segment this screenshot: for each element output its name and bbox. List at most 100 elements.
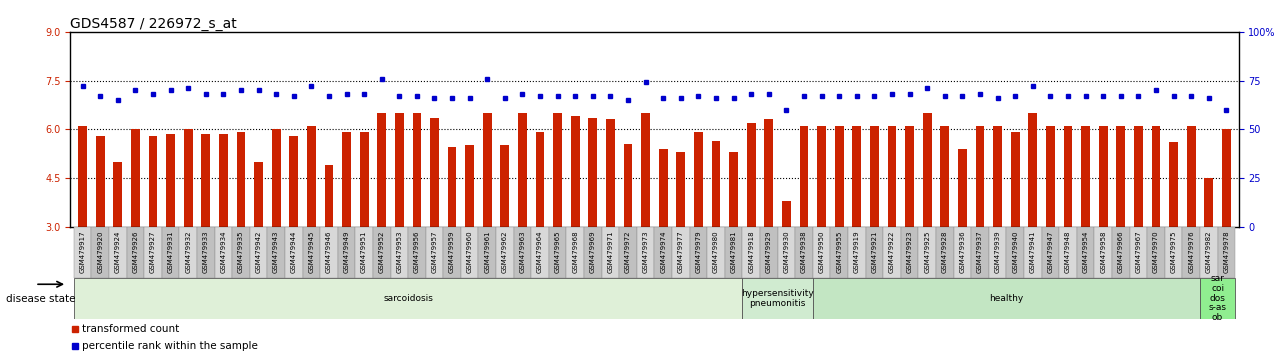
Text: GSM479936: GSM479936 — [959, 231, 965, 273]
Text: GSM479964: GSM479964 — [538, 231, 543, 273]
Bar — [607, 120, 614, 227]
Text: GSM479958: GSM479958 — [1101, 231, 1106, 273]
Text: GSM479917: GSM479917 — [79, 231, 86, 273]
Text: GSM479931: GSM479931 — [167, 231, 174, 273]
Text: GSM479961: GSM479961 — [484, 231, 490, 273]
FancyBboxPatch shape — [443, 227, 461, 278]
Bar — [677, 152, 686, 227]
Bar — [412, 113, 421, 227]
Bar — [395, 113, 404, 227]
Text: GSM479921: GSM479921 — [871, 231, 877, 273]
Text: GSM479963: GSM479963 — [520, 231, 525, 273]
Bar — [747, 123, 756, 227]
Bar — [342, 132, 351, 227]
Text: hypersensitivity
pneumonitis: hypersensitivity pneumonitis — [741, 289, 813, 308]
Text: GSM479973: GSM479973 — [642, 231, 649, 273]
Bar — [535, 132, 544, 227]
Bar — [1204, 178, 1213, 227]
FancyBboxPatch shape — [1112, 227, 1130, 278]
Bar — [940, 126, 949, 227]
FancyBboxPatch shape — [954, 227, 972, 278]
Bar — [571, 116, 580, 227]
FancyBboxPatch shape — [707, 227, 725, 278]
Text: GSM479965: GSM479965 — [554, 231, 561, 273]
Text: GSM479926: GSM479926 — [133, 231, 138, 273]
Text: GSM479923: GSM479923 — [907, 231, 913, 273]
FancyBboxPatch shape — [601, 227, 619, 278]
Bar — [853, 126, 861, 227]
FancyBboxPatch shape — [1200, 227, 1217, 278]
Text: GSM479972: GSM479972 — [624, 231, 631, 273]
Bar — [1152, 126, 1161, 227]
Bar — [623, 144, 632, 227]
FancyBboxPatch shape — [144, 227, 162, 278]
Bar — [148, 136, 157, 227]
Bar — [377, 113, 386, 227]
Bar — [96, 136, 105, 227]
FancyBboxPatch shape — [373, 227, 391, 278]
Text: GSM479922: GSM479922 — [889, 231, 895, 273]
FancyBboxPatch shape — [513, 227, 531, 278]
Bar — [835, 126, 844, 227]
FancyBboxPatch shape — [690, 227, 707, 278]
FancyBboxPatch shape — [567, 227, 584, 278]
Bar — [1134, 126, 1143, 227]
Text: sarcoidosis: sarcoidosis — [383, 294, 433, 303]
Bar — [114, 162, 123, 227]
FancyBboxPatch shape — [126, 227, 144, 278]
Bar — [290, 136, 298, 227]
Bar — [518, 113, 527, 227]
FancyBboxPatch shape — [531, 227, 549, 278]
Text: GSM479943: GSM479943 — [273, 231, 280, 273]
Bar — [483, 113, 492, 227]
Text: GSM479937: GSM479937 — [977, 231, 983, 273]
Bar — [711, 141, 720, 227]
Text: GSM479942: GSM479942 — [255, 231, 262, 273]
Bar — [1116, 126, 1125, 227]
FancyBboxPatch shape — [778, 227, 796, 278]
Bar — [132, 129, 139, 227]
Text: GSM479946: GSM479946 — [326, 231, 332, 273]
Bar — [659, 149, 668, 227]
FancyBboxPatch shape — [1006, 227, 1024, 278]
FancyBboxPatch shape — [409, 227, 425, 278]
Text: GSM479928: GSM479928 — [942, 231, 948, 273]
Text: GSM479969: GSM479969 — [590, 231, 596, 273]
FancyBboxPatch shape — [988, 227, 1006, 278]
Text: disease state: disease state — [6, 294, 75, 304]
Text: GSM479948: GSM479948 — [1065, 231, 1071, 273]
Bar — [729, 152, 738, 227]
Bar — [782, 201, 790, 227]
FancyBboxPatch shape — [285, 227, 303, 278]
Bar — [360, 132, 369, 227]
FancyBboxPatch shape — [848, 227, 866, 278]
FancyBboxPatch shape — [918, 227, 936, 278]
Bar — [1170, 142, 1177, 227]
Text: GSM479924: GSM479924 — [115, 231, 121, 273]
Bar — [888, 126, 896, 227]
Text: GSM479970: GSM479970 — [1153, 231, 1160, 273]
FancyBboxPatch shape — [900, 227, 918, 278]
Bar — [905, 126, 914, 227]
Text: GSM479967: GSM479967 — [1135, 231, 1142, 273]
FancyBboxPatch shape — [813, 278, 1200, 319]
FancyBboxPatch shape — [250, 227, 267, 278]
Bar — [994, 126, 1002, 227]
FancyBboxPatch shape — [619, 227, 637, 278]
Text: GSM479927: GSM479927 — [149, 231, 156, 273]
Bar — [976, 126, 985, 227]
FancyBboxPatch shape — [215, 227, 232, 278]
Text: GSM479935: GSM479935 — [238, 231, 244, 273]
FancyBboxPatch shape — [796, 227, 813, 278]
Text: GSM479918: GSM479918 — [748, 231, 755, 273]
FancyBboxPatch shape — [74, 227, 92, 278]
Bar — [817, 126, 826, 227]
Text: GSM479974: GSM479974 — [660, 231, 667, 273]
Text: GSM479979: GSM479979 — [696, 231, 701, 273]
FancyBboxPatch shape — [972, 227, 988, 278]
Text: GSM479932: GSM479932 — [185, 231, 192, 273]
Bar — [1098, 126, 1107, 227]
Bar — [448, 147, 456, 227]
Text: healthy: healthy — [990, 294, 1024, 303]
Text: GSM479933: GSM479933 — [203, 231, 208, 273]
